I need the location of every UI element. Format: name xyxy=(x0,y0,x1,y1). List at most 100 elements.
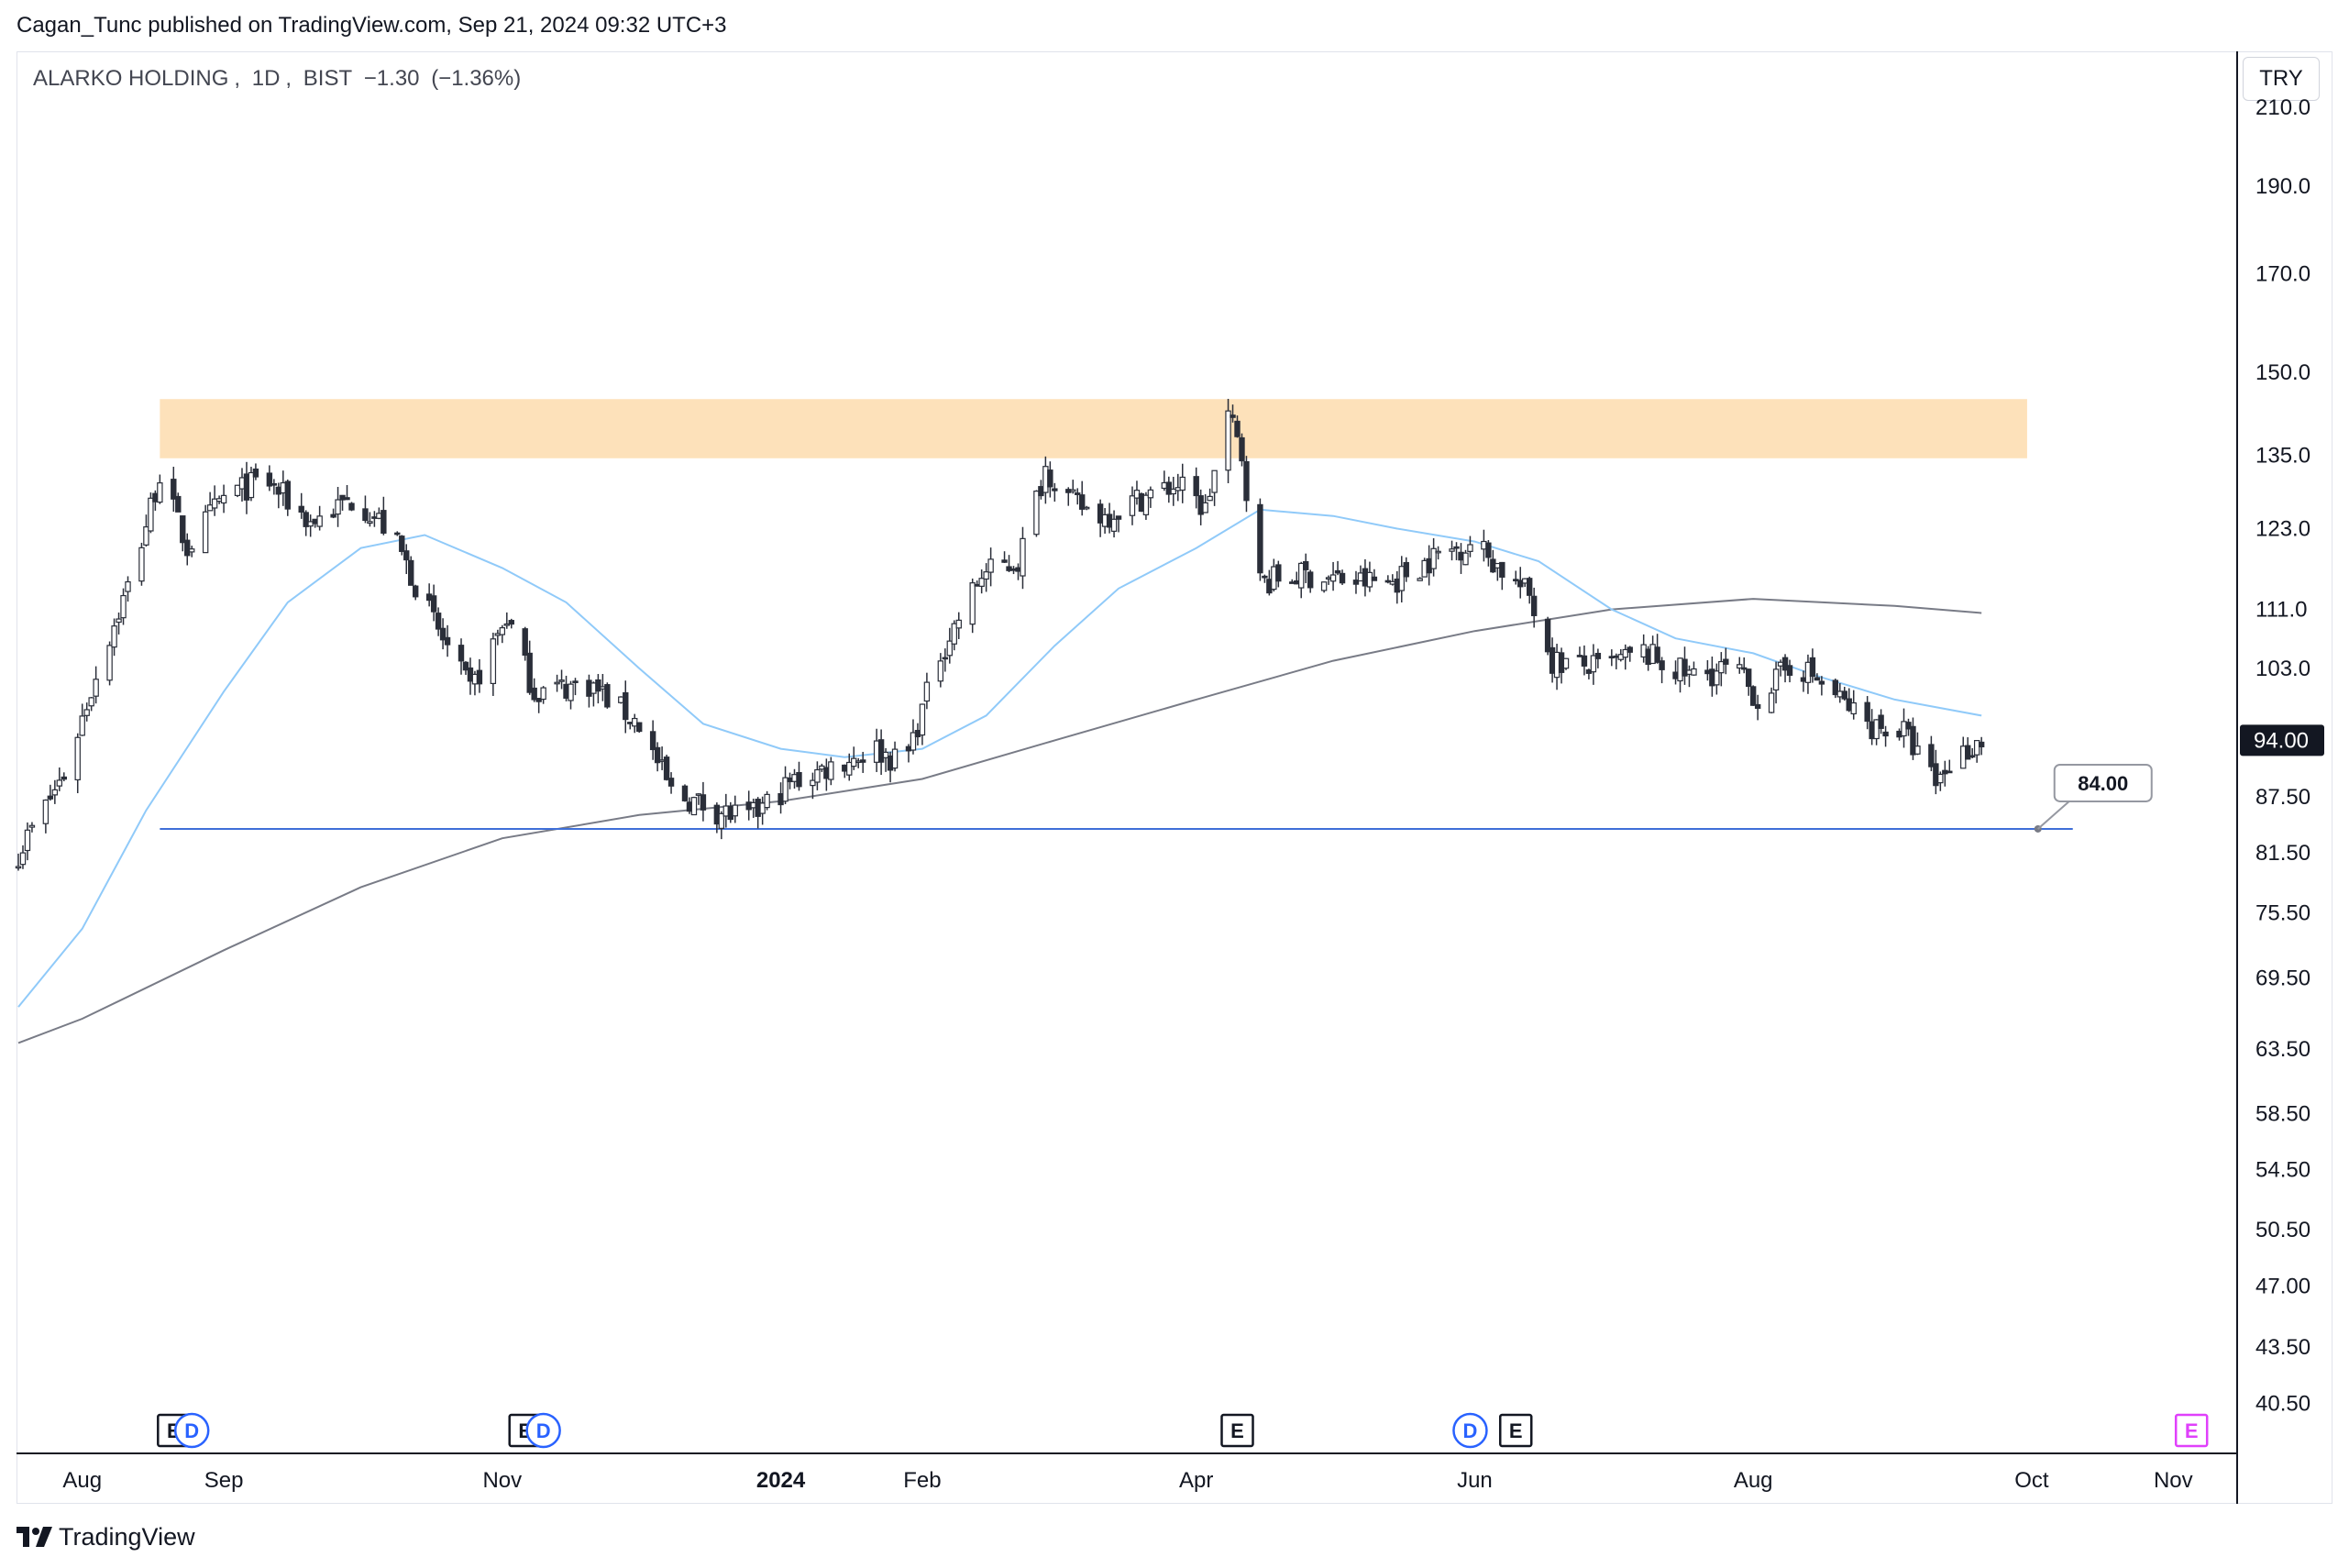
candle-body xyxy=(171,479,177,500)
candle-body xyxy=(814,768,821,783)
candle-body xyxy=(540,687,546,701)
candle-body xyxy=(298,505,304,513)
candle-body xyxy=(1070,489,1076,492)
candle-body xyxy=(408,559,414,586)
x-tick-label: Apr xyxy=(1179,1468,1213,1493)
candle-body xyxy=(116,618,122,624)
candle-body xyxy=(1741,667,1748,670)
currency-button[interactable]: TRY xyxy=(2243,57,2320,101)
candle-body xyxy=(1937,773,1944,784)
candle-body xyxy=(1878,714,1884,729)
candle-body xyxy=(1430,547,1437,569)
y-tick-label: 81.50 xyxy=(2255,841,2310,866)
candle-body xyxy=(1339,572,1346,584)
candle-body xyxy=(234,484,241,496)
symbol-change: −1.30 xyxy=(363,66,420,91)
candle-body xyxy=(1075,492,1081,495)
candle-body xyxy=(690,797,698,816)
candle-body xyxy=(572,680,579,684)
candle-body xyxy=(1115,515,1122,520)
candle-body xyxy=(1320,581,1328,591)
candle-body xyxy=(526,652,533,693)
candle-body xyxy=(1435,550,1441,554)
candle-body xyxy=(266,472,273,487)
candle-body xyxy=(348,502,355,511)
candle-body xyxy=(316,515,323,527)
candle-body xyxy=(1841,690,1847,700)
symbol-interval: 1D xyxy=(251,66,281,91)
earnings-event-label: E xyxy=(1509,1419,1523,1442)
candle-body xyxy=(983,571,989,580)
resistance-zone-layer xyxy=(160,399,2027,458)
candle-body xyxy=(399,536,405,552)
x-tick-label: Jun xyxy=(1457,1468,1493,1493)
candle-body xyxy=(1211,469,1218,493)
candle-body xyxy=(93,679,99,697)
candle-body xyxy=(1622,648,1628,658)
candle-body xyxy=(1590,655,1597,673)
dividend-event-circle xyxy=(173,1412,210,1449)
last-price-tag xyxy=(2240,724,2324,756)
candle-body xyxy=(1207,495,1213,502)
candle-body xyxy=(1275,564,1282,582)
candle-body xyxy=(764,793,770,809)
ma50-layer xyxy=(17,508,1982,1008)
candle-body xyxy=(951,623,957,645)
candle-body xyxy=(718,812,725,829)
candle-body xyxy=(380,510,387,534)
candle-body xyxy=(1179,476,1186,491)
candle-body xyxy=(1832,679,1839,696)
candle-body xyxy=(120,594,127,619)
candle-body xyxy=(522,628,528,657)
candle-body xyxy=(148,497,154,532)
y-tick-label: 40.50 xyxy=(2255,1391,2310,1416)
candle-body xyxy=(1147,489,1154,499)
candle-body xyxy=(1969,755,1976,758)
y-tick-label: 103.0 xyxy=(2255,657,2310,681)
candle-body xyxy=(1562,657,1570,669)
candle-body xyxy=(61,776,67,780)
symbol-exchange: BIST xyxy=(303,66,353,91)
x-tick-label: Sep xyxy=(204,1468,244,1493)
dividend-event-label: D xyxy=(536,1419,551,1442)
candle-body xyxy=(24,829,31,852)
candle-body xyxy=(490,638,497,685)
symbol-legend[interactable]: ALARKO HOLDING, 1D, BIST −1.30 (−1.36%) xyxy=(33,66,526,92)
candle-body xyxy=(1581,655,1588,667)
support-line-layer: 84.00 xyxy=(160,763,2153,833)
chart-frame[interactable] xyxy=(17,51,2332,1504)
candle-body xyxy=(335,499,341,515)
candle-body xyxy=(252,468,259,478)
candle-body xyxy=(859,759,866,763)
tradingview-logo[interactable]: TradingView xyxy=(17,1522,195,1551)
candle-body xyxy=(1047,469,1053,488)
candle-body xyxy=(435,613,442,630)
candle-body xyxy=(180,515,186,544)
y-tick-label: 123.0 xyxy=(2255,517,2310,542)
candle-body xyxy=(877,739,885,763)
earnings-event-label: E xyxy=(1230,1419,1244,1442)
candle-body xyxy=(458,645,465,662)
x-tick-label: Nov xyxy=(482,1468,522,1493)
candle-body xyxy=(1449,548,1455,552)
y-tick-label: 58.50 xyxy=(2255,1102,2310,1127)
candle-body xyxy=(125,580,131,592)
candle-body xyxy=(330,513,336,518)
candle-body xyxy=(1453,546,1460,549)
candle-body xyxy=(394,532,401,536)
earnings-event-box xyxy=(1499,1413,1533,1448)
y-tick-label: 69.50 xyxy=(2255,966,2310,991)
candle-body xyxy=(1723,658,1729,665)
candle-body xyxy=(910,732,917,751)
candle-body xyxy=(1544,618,1551,653)
candle-body xyxy=(1485,542,1492,558)
candle-body xyxy=(667,778,675,787)
candle-body xyxy=(1905,722,1912,730)
candle-body xyxy=(248,471,255,499)
candle-body xyxy=(1170,488,1176,495)
candle-body xyxy=(1225,410,1231,471)
candle-body xyxy=(1202,502,1208,513)
tradingview-brand: TradingView xyxy=(59,1522,195,1551)
